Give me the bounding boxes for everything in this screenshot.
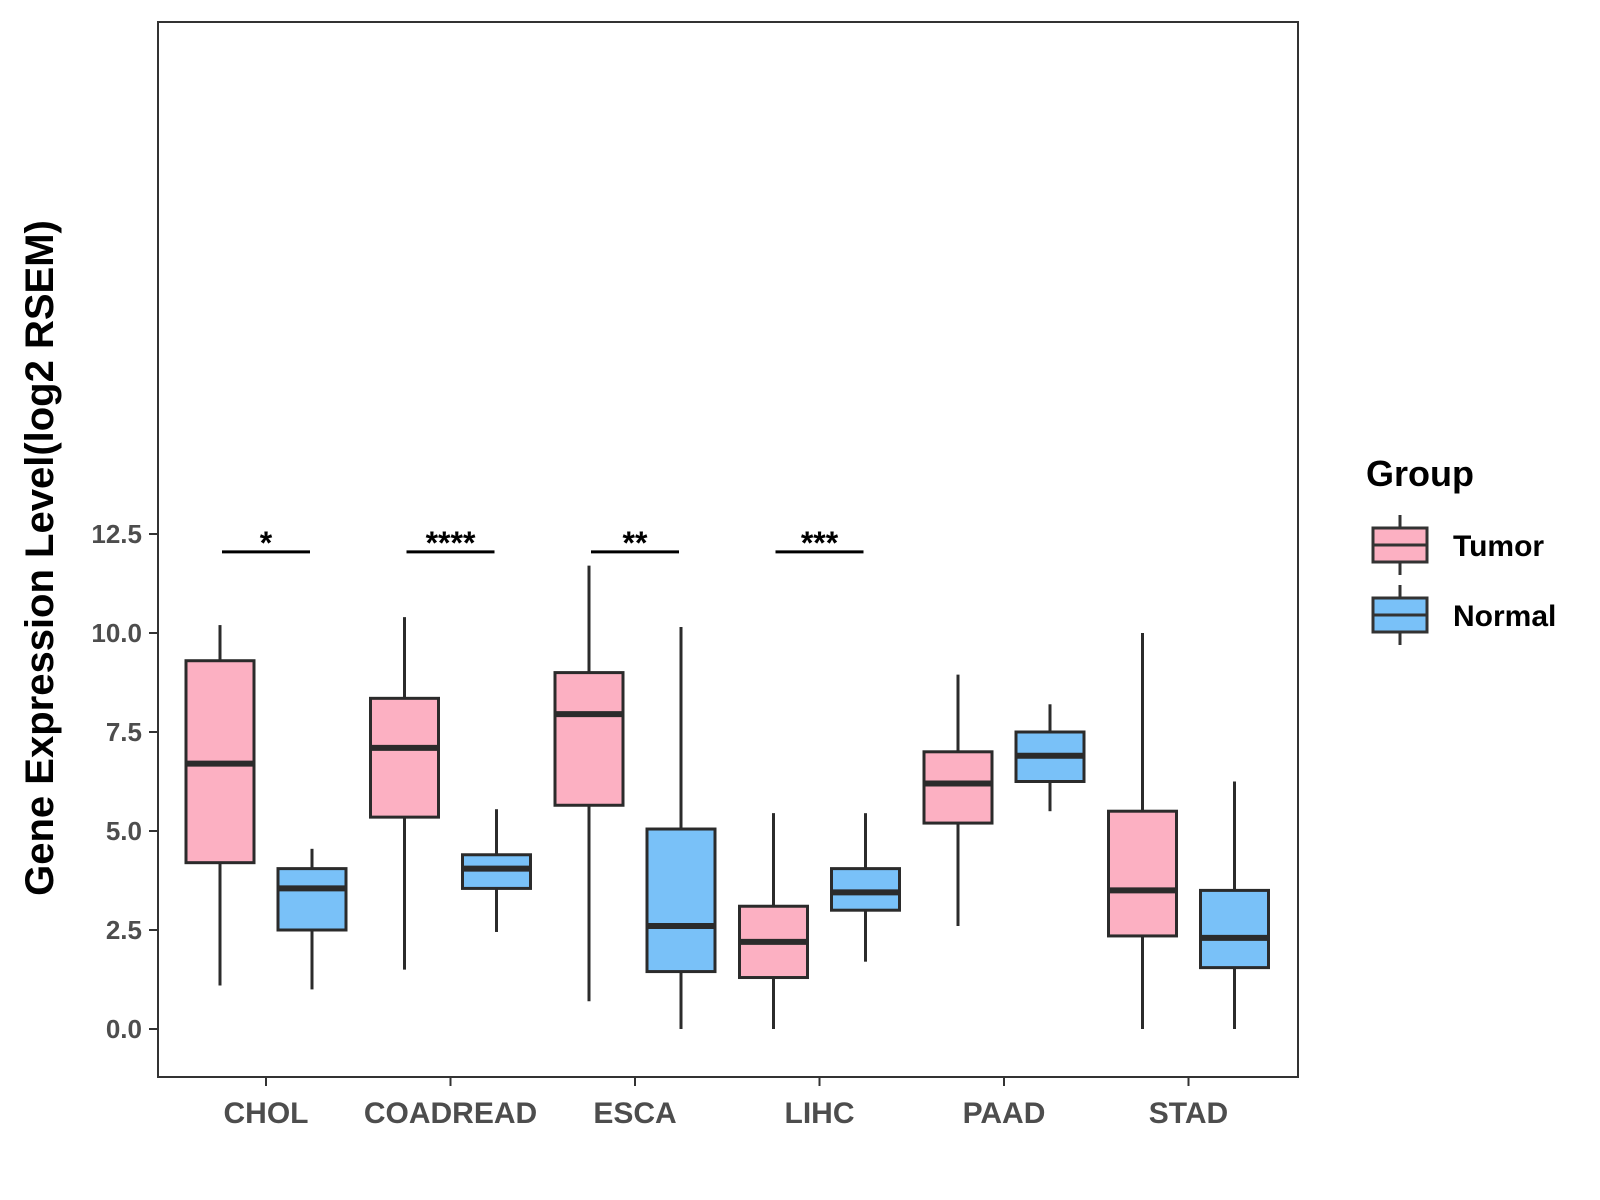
y-tick-label: 5.0 — [106, 816, 142, 846]
y-tick-label: 10.0 — [91, 618, 142, 648]
box-series — [184, 565, 1270, 1029]
box-normal-chol — [276, 848, 348, 990]
box-tumor-stad — [1107, 633, 1178, 1029]
y-tick-label: 7.5 — [106, 717, 142, 747]
y-tick-label: 2.5 — [106, 915, 142, 945]
box-iqr — [922, 750, 994, 825]
x-tick-label-esca: ESCA — [593, 1097, 676, 1130]
x-tick-label-chol: CHOL — [224, 1097, 309, 1130]
box-normal-coadread — [461, 809, 532, 932]
legend-entry-tumor: Tumor — [1371, 515, 1544, 575]
box-normal-lihc — [830, 813, 901, 962]
y-axis-title: Gene Expression Level(log2 RSEM) — [18, 220, 62, 896]
box-normal-esca — [645, 627, 717, 1029]
box-normal-stad — [1199, 781, 1270, 1029]
x-axis: CHOL COADREAD ESCA LIHC PAAD STAD — [224, 1077, 1228, 1130]
legend-label-tumor: Tumor — [1453, 530, 1544, 563]
y-tick-label: 12.5 — [91, 519, 142, 549]
significance-annotations: * **** ** *** — [222, 525, 864, 561]
box-iqr — [276, 867, 348, 932]
box-iqr — [645, 827, 717, 974]
box-tumor-esca — [553, 565, 625, 1002]
significance-label-coadread: **** — [426, 525, 476, 561]
box-iqr — [1199, 888, 1270, 970]
box-iqr — [1107, 809, 1178, 938]
y-tick-label: 0.0 — [106, 1014, 142, 1044]
significance-label-esca: ** — [623, 525, 648, 561]
x-tick-label-lihc: LIHC — [785, 1097, 855, 1130]
y-axis: 0.0 2.5 5.0 7.5 10.0 12.5 — [91, 519, 158, 1044]
box-normal-paad — [1014, 704, 1086, 812]
plot-panel-border — [157, 21, 1299, 1078]
box-iqr — [369, 696, 440, 819]
significance-label-lihc: *** — [801, 525, 839, 561]
legend-title: Group — [1366, 453, 1474, 494]
box-tumor-paad — [922, 674, 994, 927]
box-tumor-chol — [184, 625, 256, 986]
x-tick-label-stad: STAD — [1149, 1097, 1228, 1130]
significance-label-chol: * — [260, 525, 273, 561]
x-tick-label-paad: PAAD — [963, 1097, 1046, 1130]
box-tumor-lihc — [738, 813, 809, 1029]
legend-entry-normal: Normal — [1371, 585, 1556, 645]
x-tick-label-coadread: COADREAD — [364, 1097, 537, 1130]
box-tumor-coadread — [369, 617, 440, 970]
box-iqr — [553, 671, 625, 807]
legend: Group Tumor Normal — [1366, 453, 1556, 645]
legend-label-normal: Normal — [1453, 600, 1556, 633]
